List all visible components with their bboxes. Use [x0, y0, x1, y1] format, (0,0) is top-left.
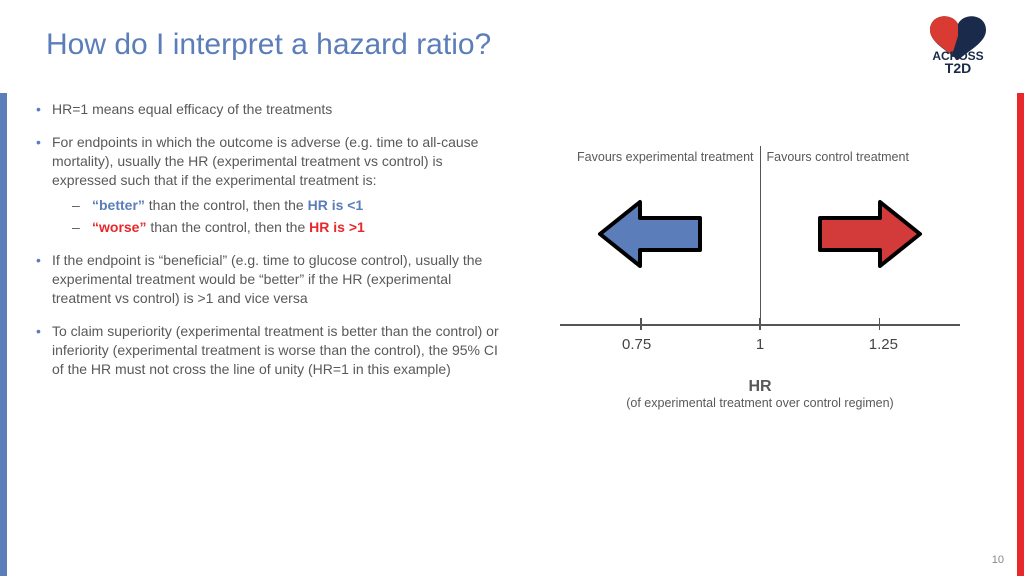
accent-bar-right	[1017, 93, 1024, 576]
favours-left-label: Favours experimental treatment	[540, 150, 760, 164]
arrow-left-icon	[590, 194, 710, 274]
bullet-2: For endpoints in which the outcome is ad…	[34, 133, 504, 237]
tick-label-1: 0.75	[622, 336, 651, 353]
bullet-2a: “better” than the control, then the HR i…	[70, 196, 504, 215]
bullet-3: If the endpoint is “beneficial” (e.g. ti…	[34, 251, 504, 308]
bullet-list: HR=1 means equal efficacy of the treatme…	[34, 100, 504, 393]
page-number: 10	[992, 554, 1004, 566]
page-title: How do I interpret a hazard ratio?	[46, 28, 491, 62]
accent-bar-left	[0, 93, 7, 576]
bullet-2b: “worse” than the control, then the HR is…	[70, 218, 504, 237]
tick-label-3: 1.25	[869, 336, 898, 353]
favours-right-label: Favours control treatment	[760, 150, 981, 164]
brand-logo: ACROSS T2D	[916, 14, 1000, 81]
bullet-4: To claim superiority (experimental treat…	[34, 322, 504, 379]
unity-line	[760, 146, 761, 324]
svg-text:T2D: T2D	[945, 60, 971, 76]
arrow-right-icon	[810, 194, 930, 274]
hr-diagram: Favours experimental treatment Favours c…	[540, 150, 980, 410]
tick-label-2: 1	[756, 336, 764, 353]
bullet-1: HR=1 means equal efficacy of the treatme…	[34, 100, 504, 119]
heart-icon: ACROSS T2D	[916, 14, 1000, 76]
axis-title: HR (of experimental treatment over contr…	[540, 378, 980, 410]
hr-axis: 0.75 1 1.25	[540, 304, 980, 374]
